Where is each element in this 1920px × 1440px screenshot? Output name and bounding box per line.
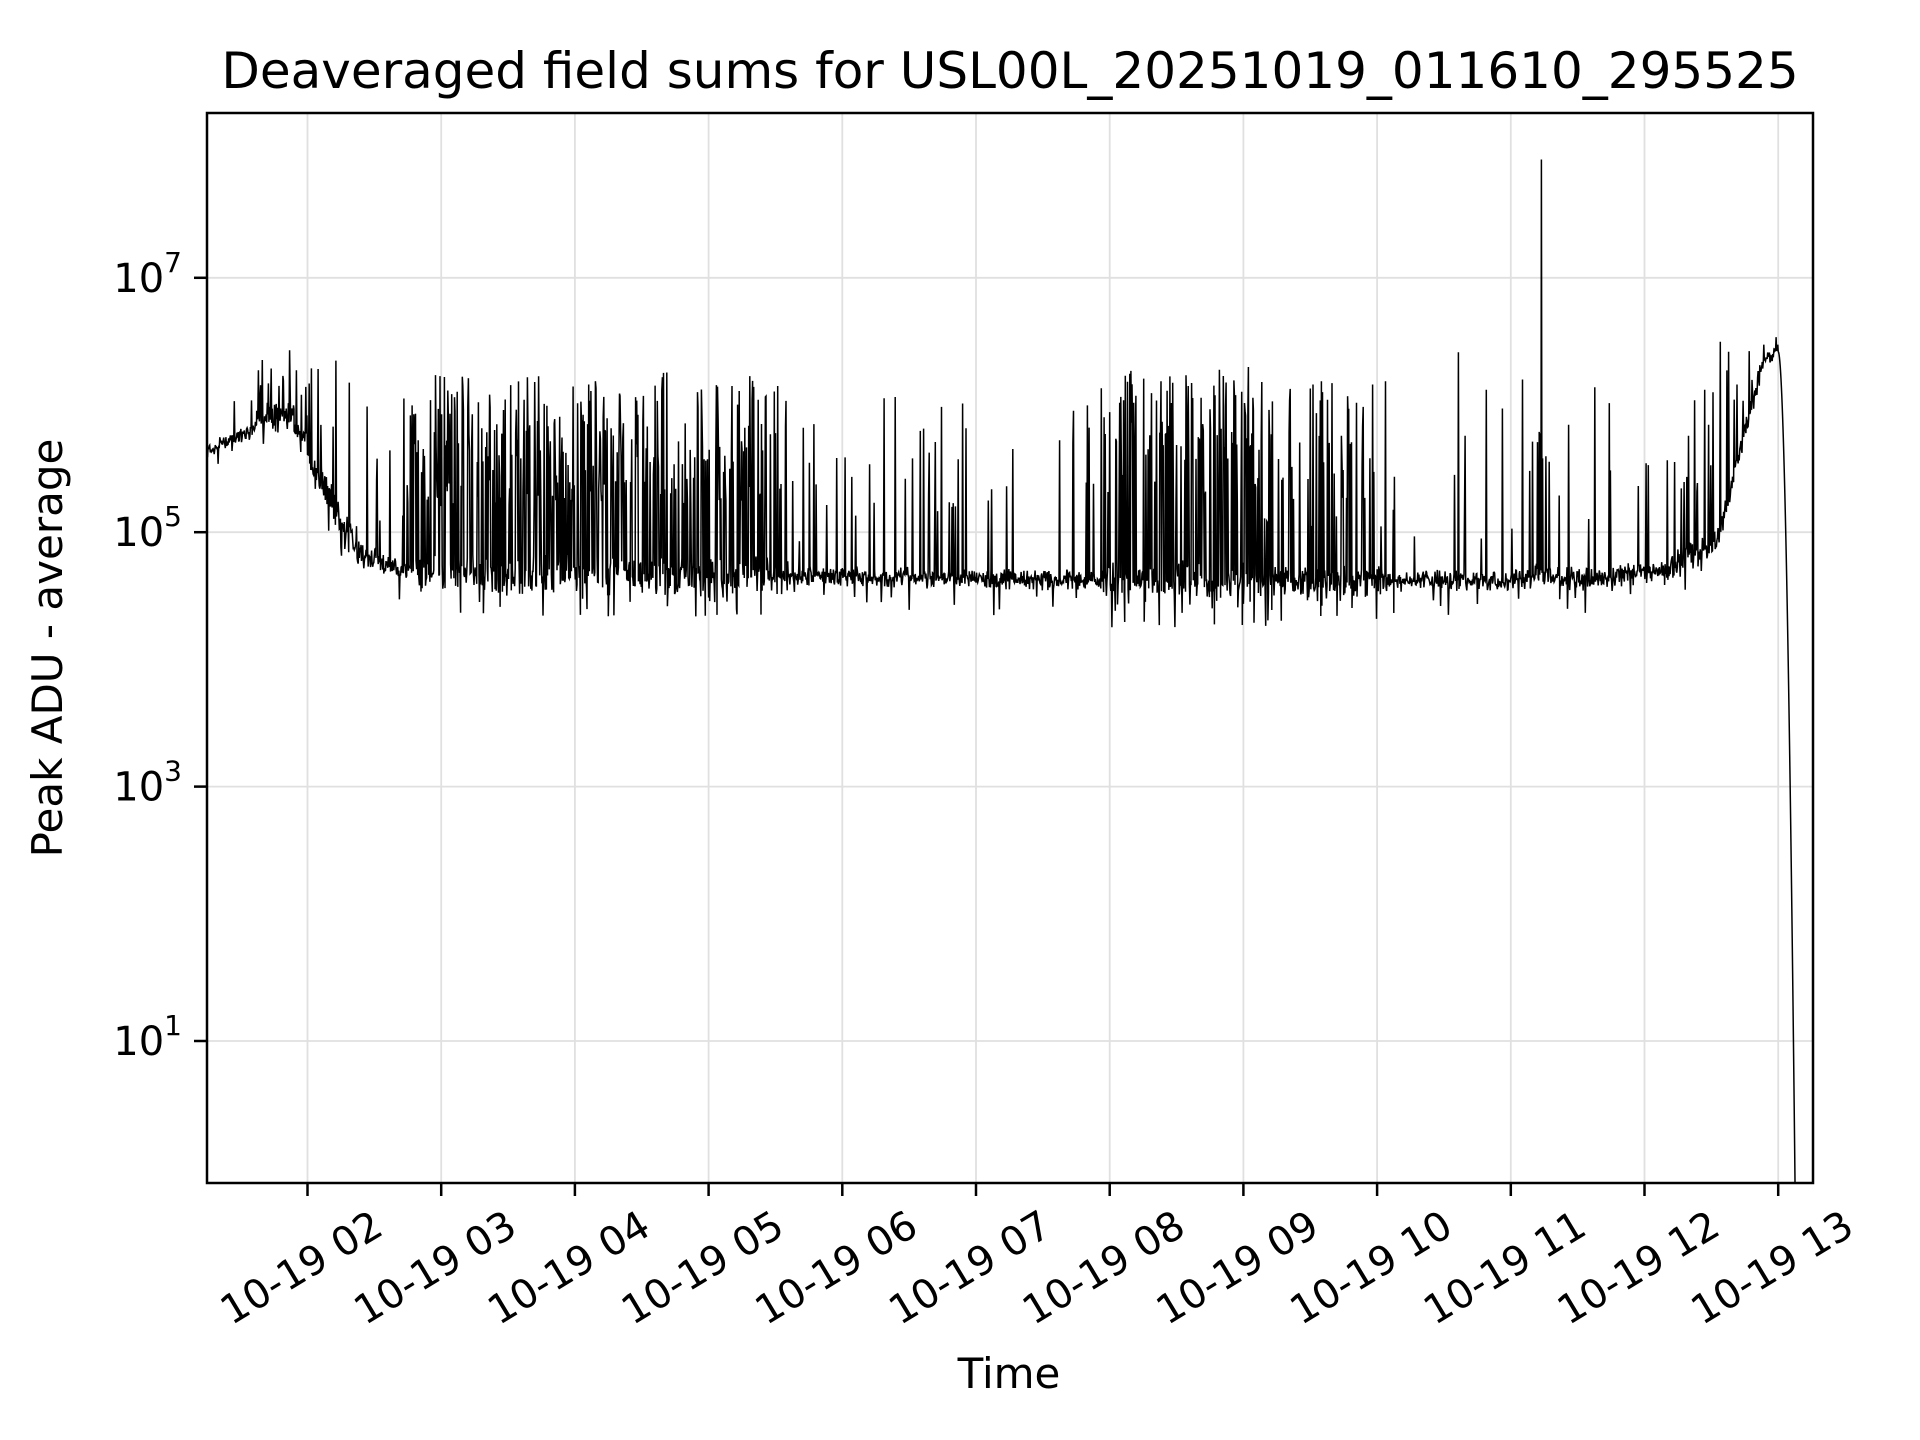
x-axis-label: Time xyxy=(957,1349,1061,1398)
y-tick-label: 101 xyxy=(113,1009,182,1065)
series-line xyxy=(207,159,1796,1183)
y-tick-label: 107 xyxy=(113,246,182,302)
tick-marks xyxy=(194,276,1780,1196)
y-tick-label: 105 xyxy=(113,500,182,556)
grid xyxy=(207,113,1813,1183)
plot-border xyxy=(205,111,1815,1185)
y-tick-label: 103 xyxy=(113,755,182,811)
y-axis-label: Peak ADU - average xyxy=(23,439,72,858)
chart-title: Deaveraged field sums for USL00L_2025101… xyxy=(221,42,1798,100)
